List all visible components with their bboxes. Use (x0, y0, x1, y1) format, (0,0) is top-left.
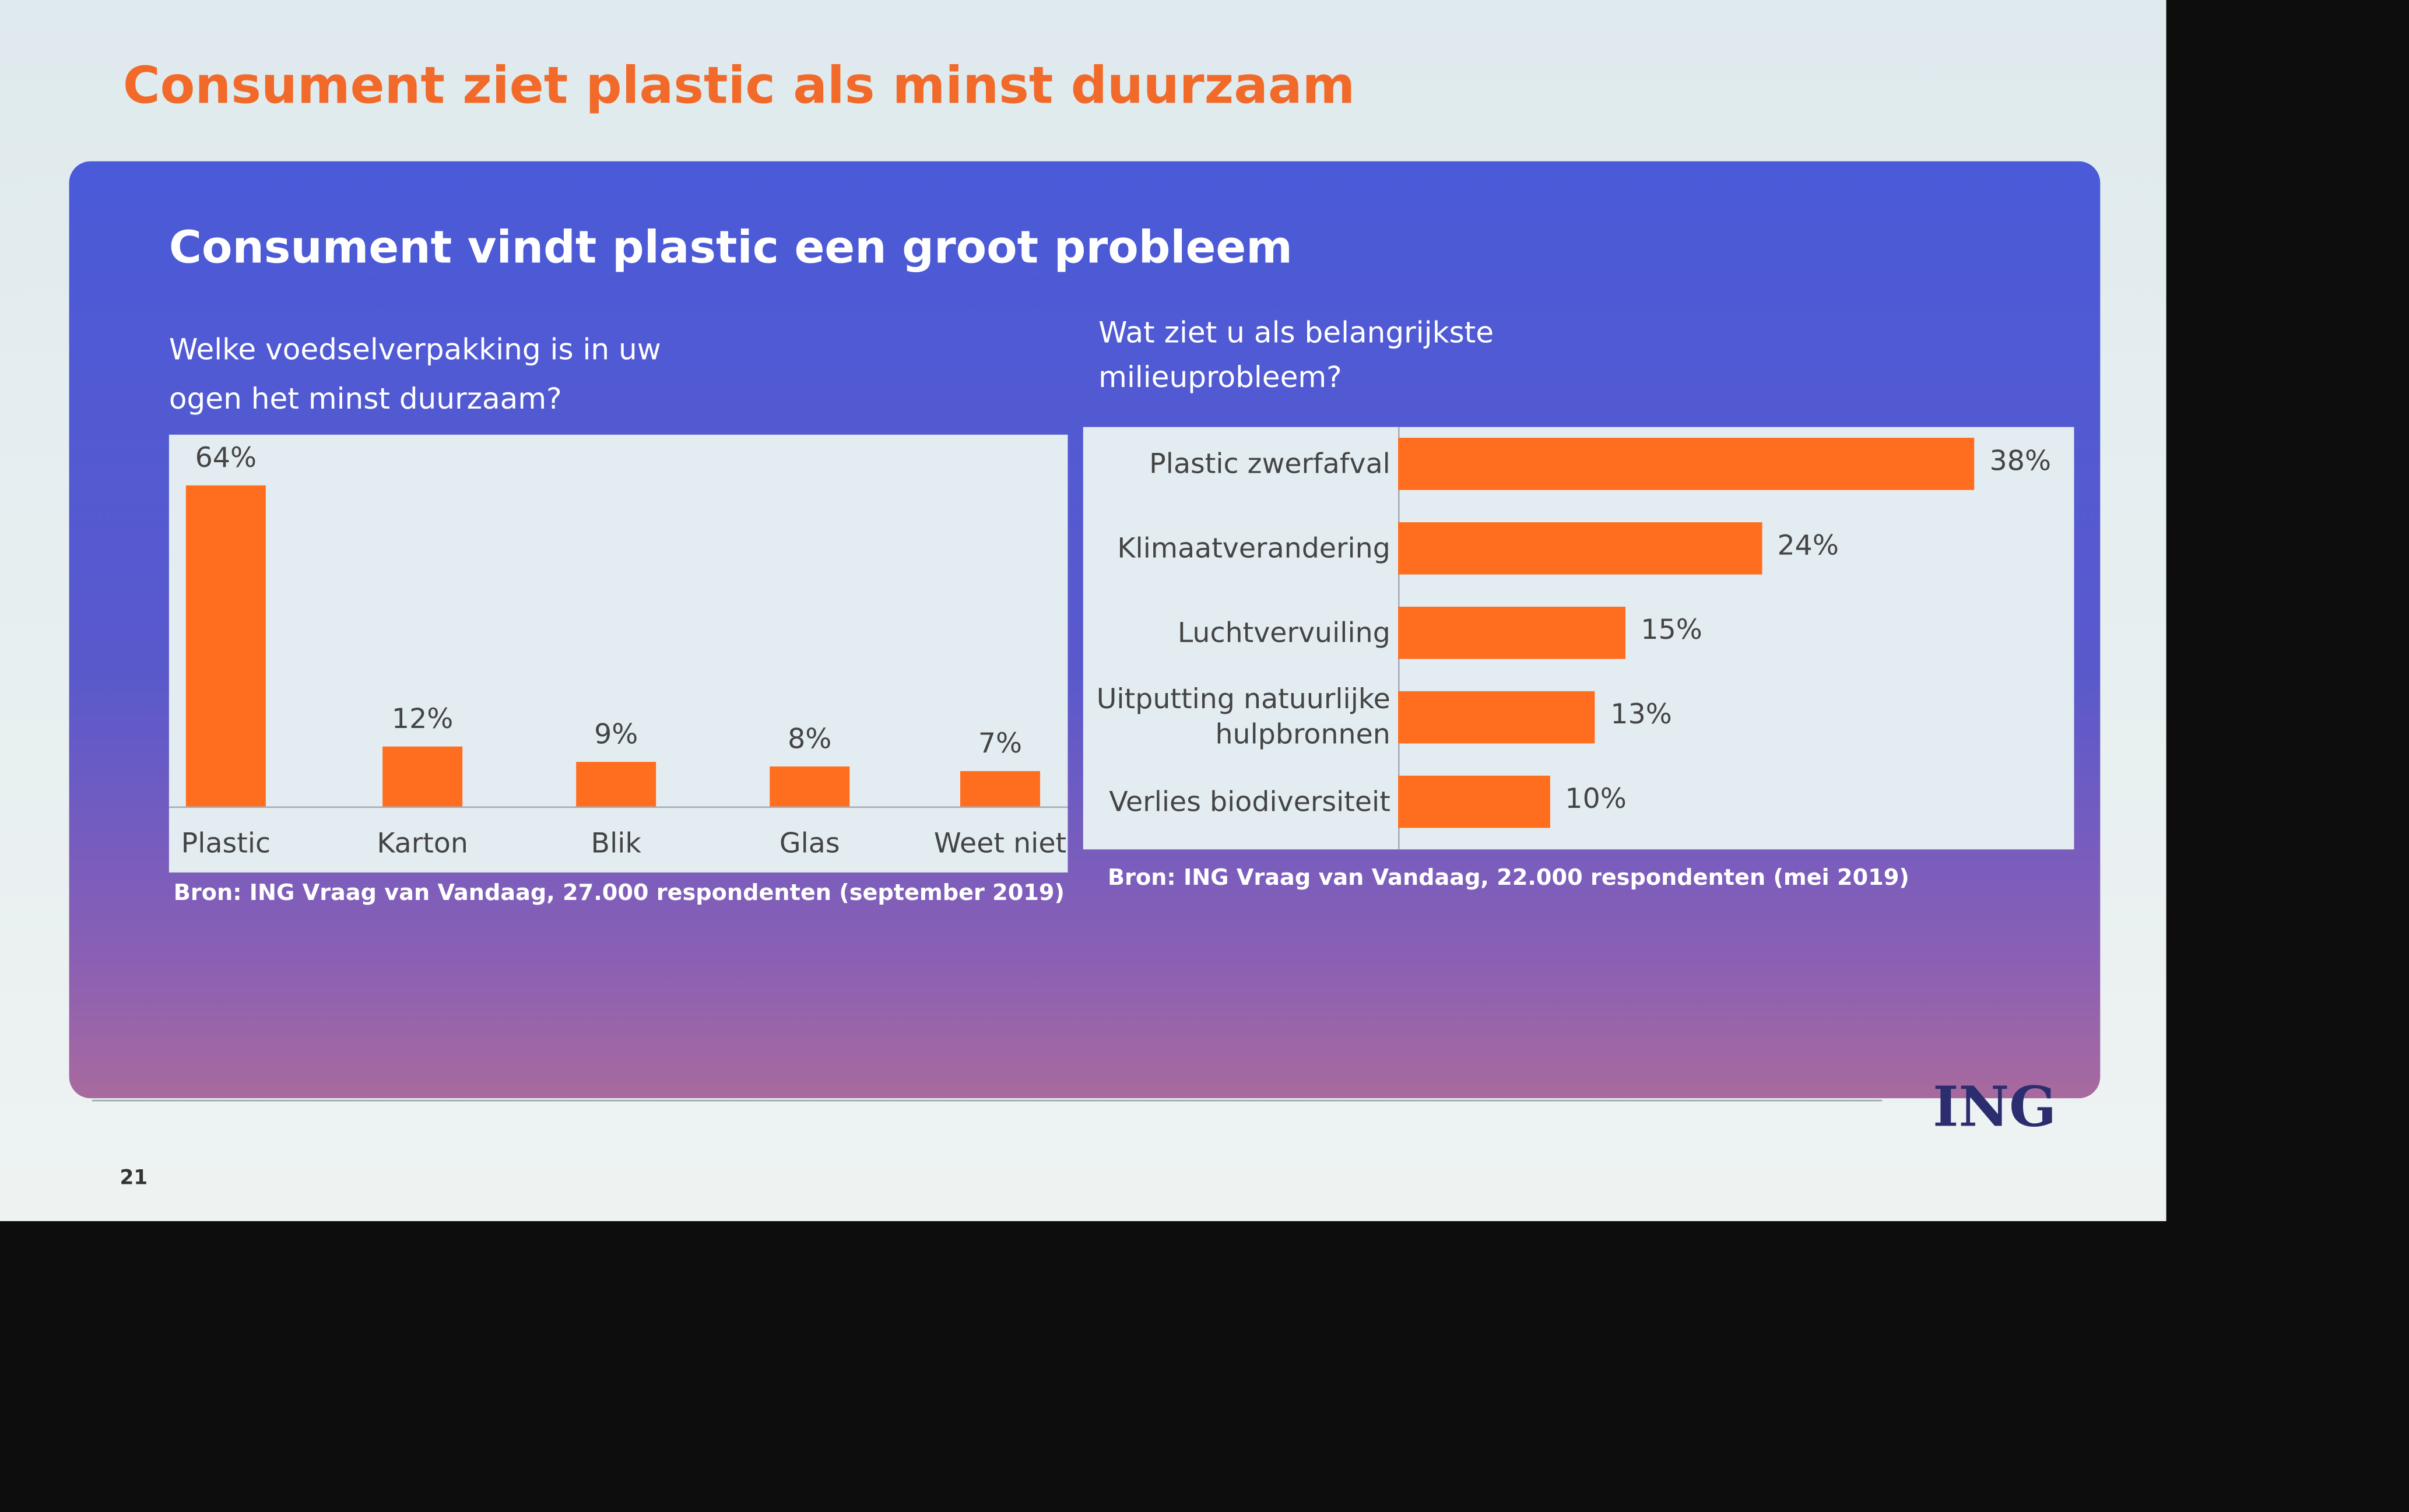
bar (770, 766, 850, 807)
chart-area: 64% Plastic 12% Karton 9% Blik 8% Glas 7% Weet ni… (168, 434, 1068, 873)
bar (960, 771, 1041, 807)
value-label: 10% (1565, 783, 1627, 816)
bar (1398, 775, 1550, 828)
value-label: 15% (1641, 614, 1702, 647)
bar (185, 485, 266, 807)
value-label: 12% (391, 703, 454, 736)
y-tick-label: Plastic zwerfafval (1149, 448, 1390, 480)
y-tick-label: Uitputting natuurlijke hulpbronnen (1096, 683, 1390, 751)
chart-title: Welke voedselverpakking is in uw ogen he… (168, 333, 661, 417)
bar (1398, 522, 1762, 575)
source-note: Bron: ING Vraag van Vandaag, 27.000 resp… (173, 881, 1065, 906)
value-label: 13% (1610, 699, 1672, 732)
logo: ING (1933, 1075, 2057, 1140)
bar (1398, 691, 1596, 744)
chart-area: 38% Plastic zwerfafval 24% Klimaatveranderi… (1083, 427, 2074, 850)
value-label: 8% (788, 723, 832, 756)
value-label: 24% (1777, 530, 1839, 562)
value-label: 9% (594, 718, 638, 751)
x-tick-label: Karton (377, 828, 468, 860)
footer-line (92, 1099, 1883, 1102)
slide-title: Consument ziet plastic als minst duurzaa… (122, 55, 1355, 115)
y-tick-label: Luchtvervuiling (1177, 617, 1390, 649)
value-label: 64% (195, 442, 257, 475)
x-tick-label: Plastic (181, 828, 271, 860)
bar (1398, 438, 1975, 490)
panel-title: Consument vindt plastic een groot proble… (168, 221, 1293, 274)
bar (1398, 606, 1626, 659)
page-number: 21 (120, 1167, 148, 1191)
axis-line (168, 806, 1068, 808)
y-tick-label: Klimaatverandering (1117, 532, 1390, 565)
x-tick-label: Glas (779, 828, 840, 860)
bar (382, 746, 463, 807)
source-note: Bron: ING Vraag van Vandaag, 22.000 resp… (1107, 866, 1909, 891)
x-tick-label: Weet niet (933, 828, 1067, 860)
value-label: 38% (1989, 445, 2052, 478)
y-tick-label: Verlies biodiversiteit (1109, 785, 1390, 818)
chart-title: Wat ziet u als belangrijkste milieuprobl… (1098, 316, 1494, 395)
x-tick-label: Blik (591, 828, 641, 860)
bar (576, 761, 656, 807)
value-label: 7% (978, 728, 1023, 761)
